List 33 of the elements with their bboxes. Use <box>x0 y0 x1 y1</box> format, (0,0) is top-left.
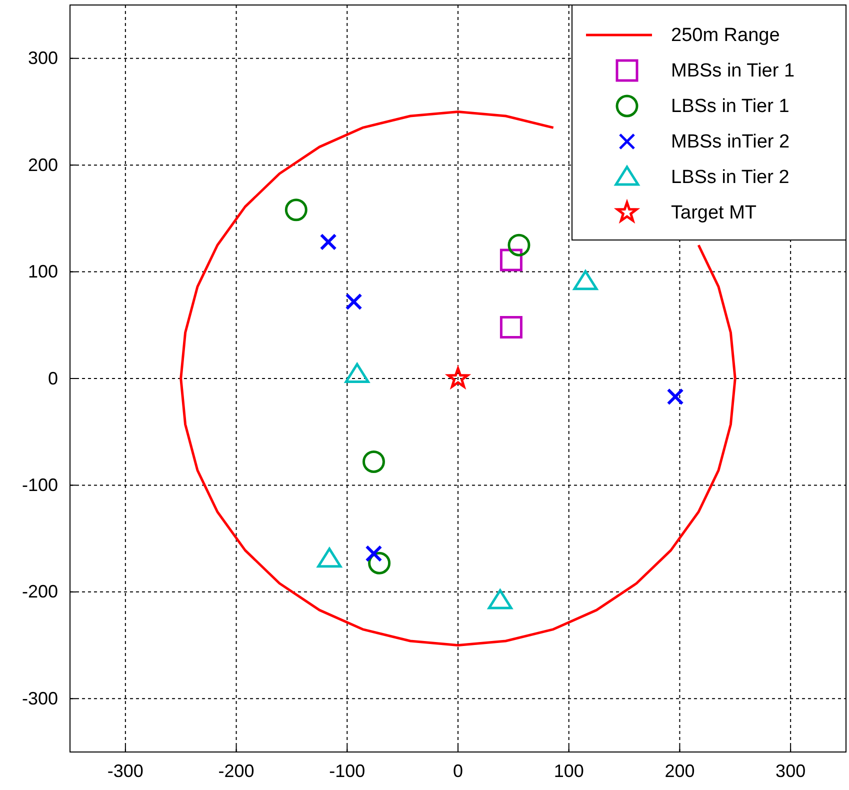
x-tick-label: 0 <box>452 760 464 781</box>
point <box>500 316 522 339</box>
point <box>500 248 522 272</box>
y-tick-label: -300 <box>22 688 58 708</box>
legend-label: Target MT <box>671 202 757 224</box>
legend-label: MBSs inTier 2 <box>671 132 790 152</box>
x-tick-label: -200 <box>218 760 254 781</box>
point <box>666 388 684 406</box>
point <box>488 589 512 610</box>
y-tick-label: 0 <box>48 368 58 388</box>
legend-label: LBSs in Tier 1 <box>671 96 790 117</box>
point <box>284 198 308 222</box>
point <box>508 234 530 256</box>
point <box>320 233 337 250</box>
y-tick-label: 100 <box>28 262 58 282</box>
x-tick-label: 300 <box>776 760 806 781</box>
y-tick-label: 300 <box>28 48 58 68</box>
x-tick-label: -100 <box>329 760 366 781</box>
y-tick-label: -200 <box>22 582 58 602</box>
y-tick-label: -100 <box>22 474 58 495</box>
point <box>362 450 385 473</box>
legend-label: 250m Range <box>671 25 780 46</box>
point <box>345 293 362 310</box>
x-tick-label: -300 <box>107 760 144 781</box>
point <box>344 362 370 383</box>
point <box>317 548 342 568</box>
legend-label: MBSs in Tier 1 <box>671 60 795 82</box>
point <box>365 545 382 562</box>
y-tick-label: 200 <box>28 154 58 175</box>
x-tick-label: 200 <box>664 760 695 781</box>
x-tick-label: 100 <box>554 760 584 781</box>
point <box>573 270 598 290</box>
legend-label: LBSs in Tier 2 <box>671 167 790 188</box>
